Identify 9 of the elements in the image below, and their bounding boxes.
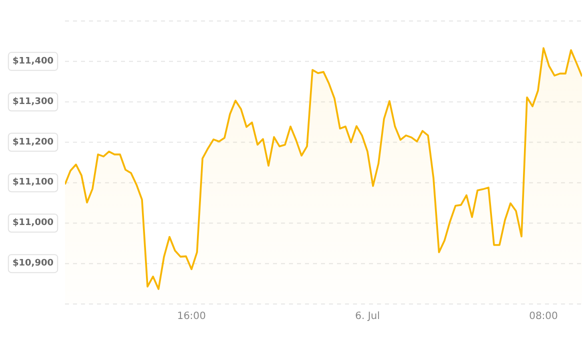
y-tick-label: $11,000 — [12, 218, 54, 228]
y-tick-label: $11,200 — [12, 137, 54, 148]
x-tick-label: 6. Jul — [355, 311, 380, 322]
x-tick-label: 16:00 — [177, 311, 206, 322]
y-tick-label: $11,400 — [12, 56, 54, 66]
y-tick-label: $11,100 — [12, 178, 54, 188]
y-tick-label: $11,300 — [12, 96, 54, 107]
y-tick-label: $10,900 — [12, 258, 54, 269]
x-tick-label: 08:00 — [529, 311, 558, 322]
